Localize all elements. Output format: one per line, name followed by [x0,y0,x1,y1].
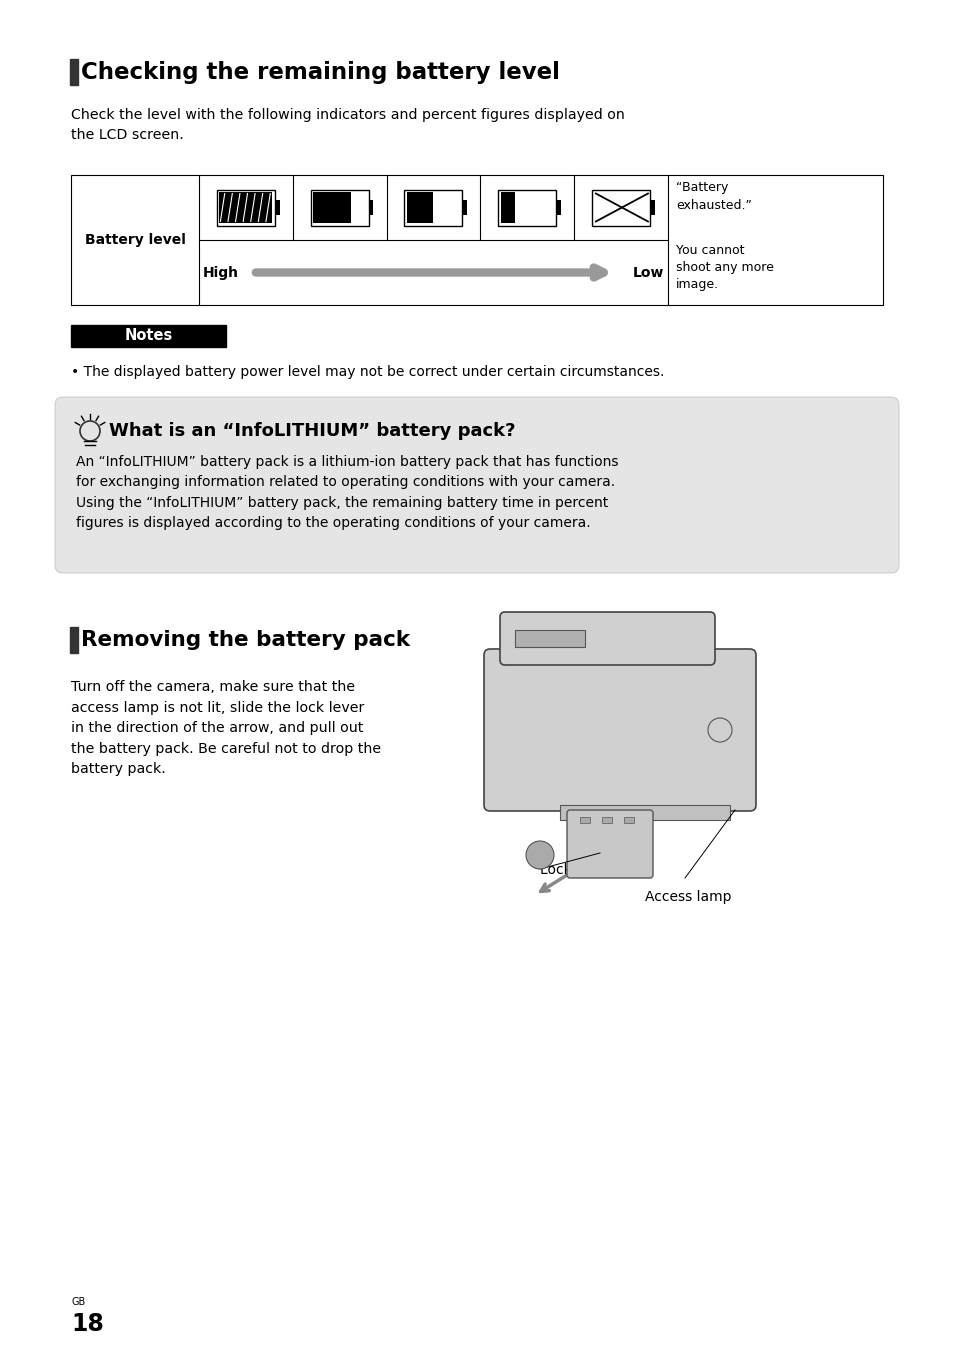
Text: Checking the remaining battery level: Checking the remaining battery level [81,61,559,83]
Text: Notes: Notes [124,328,172,343]
Bar [368,200,373,215]
FancyBboxPatch shape [499,612,714,664]
Bar [219,192,273,222]
Text: Check the level with the following indicators and percent figures displayed on
t: Check the level with the following indic… [71,108,624,143]
Text: Battery level: Battery level [85,233,185,247]
Bar [71,325,226,347]
Bar [500,192,553,222]
Bar [462,200,467,215]
Bar [71,175,882,305]
Bar [601,816,612,823]
Bar [70,59,77,85]
Bar [313,192,351,222]
FancyBboxPatch shape [483,650,755,811]
Bar [591,190,649,226]
Bar [216,190,274,226]
Text: You cannot
shoot any more
image.: You cannot shoot any more image. [675,243,773,291]
Bar [311,190,368,226]
Bar [219,192,273,222]
Circle shape [525,841,554,869]
Text: High: High [203,265,239,280]
Text: What is an “InfoLITHIUM” battery pack?: What is an “InfoLITHIUM” battery pack? [109,422,515,440]
Bar [497,190,556,226]
Bar [404,190,462,226]
Bar [70,627,77,654]
Bar [556,200,560,215]
Text: Low: Low [632,265,663,280]
Text: Turn off the camera, make sure that the
access lamp is not lit, slide the lock l: Turn off the camera, make sure that the … [71,681,381,776]
Text: An “InfoLITHIUM” battery pack is a lithium-ion battery pack that has functions
f: An “InfoLITHIUM” battery pack is a lithi… [76,455,618,530]
FancyBboxPatch shape [566,810,652,878]
Text: 18: 18 [71,1311,104,1336]
Bar [515,629,584,647]
Text: Removing the battery pack: Removing the battery pack [81,629,410,650]
Text: • The displayed battery power level may not be correct under certain circumstanc: • The displayed battery power level may … [71,364,663,379]
Bar [649,200,654,215]
Text: GB: GB [71,1297,85,1307]
Bar [406,192,433,222]
FancyBboxPatch shape [55,397,898,573]
Bar [313,192,366,222]
Bar [579,816,589,823]
Text: Access lamp: Access lamp [644,890,731,904]
Bar [500,192,515,222]
Bar [406,192,459,222]
Bar [623,816,634,823]
Bar [274,200,279,215]
Text: “Battery
exhausted.”: “Battery exhausted.” [675,182,751,213]
Bar [559,806,729,820]
Text: Lock lever: Lock lever [539,863,610,877]
